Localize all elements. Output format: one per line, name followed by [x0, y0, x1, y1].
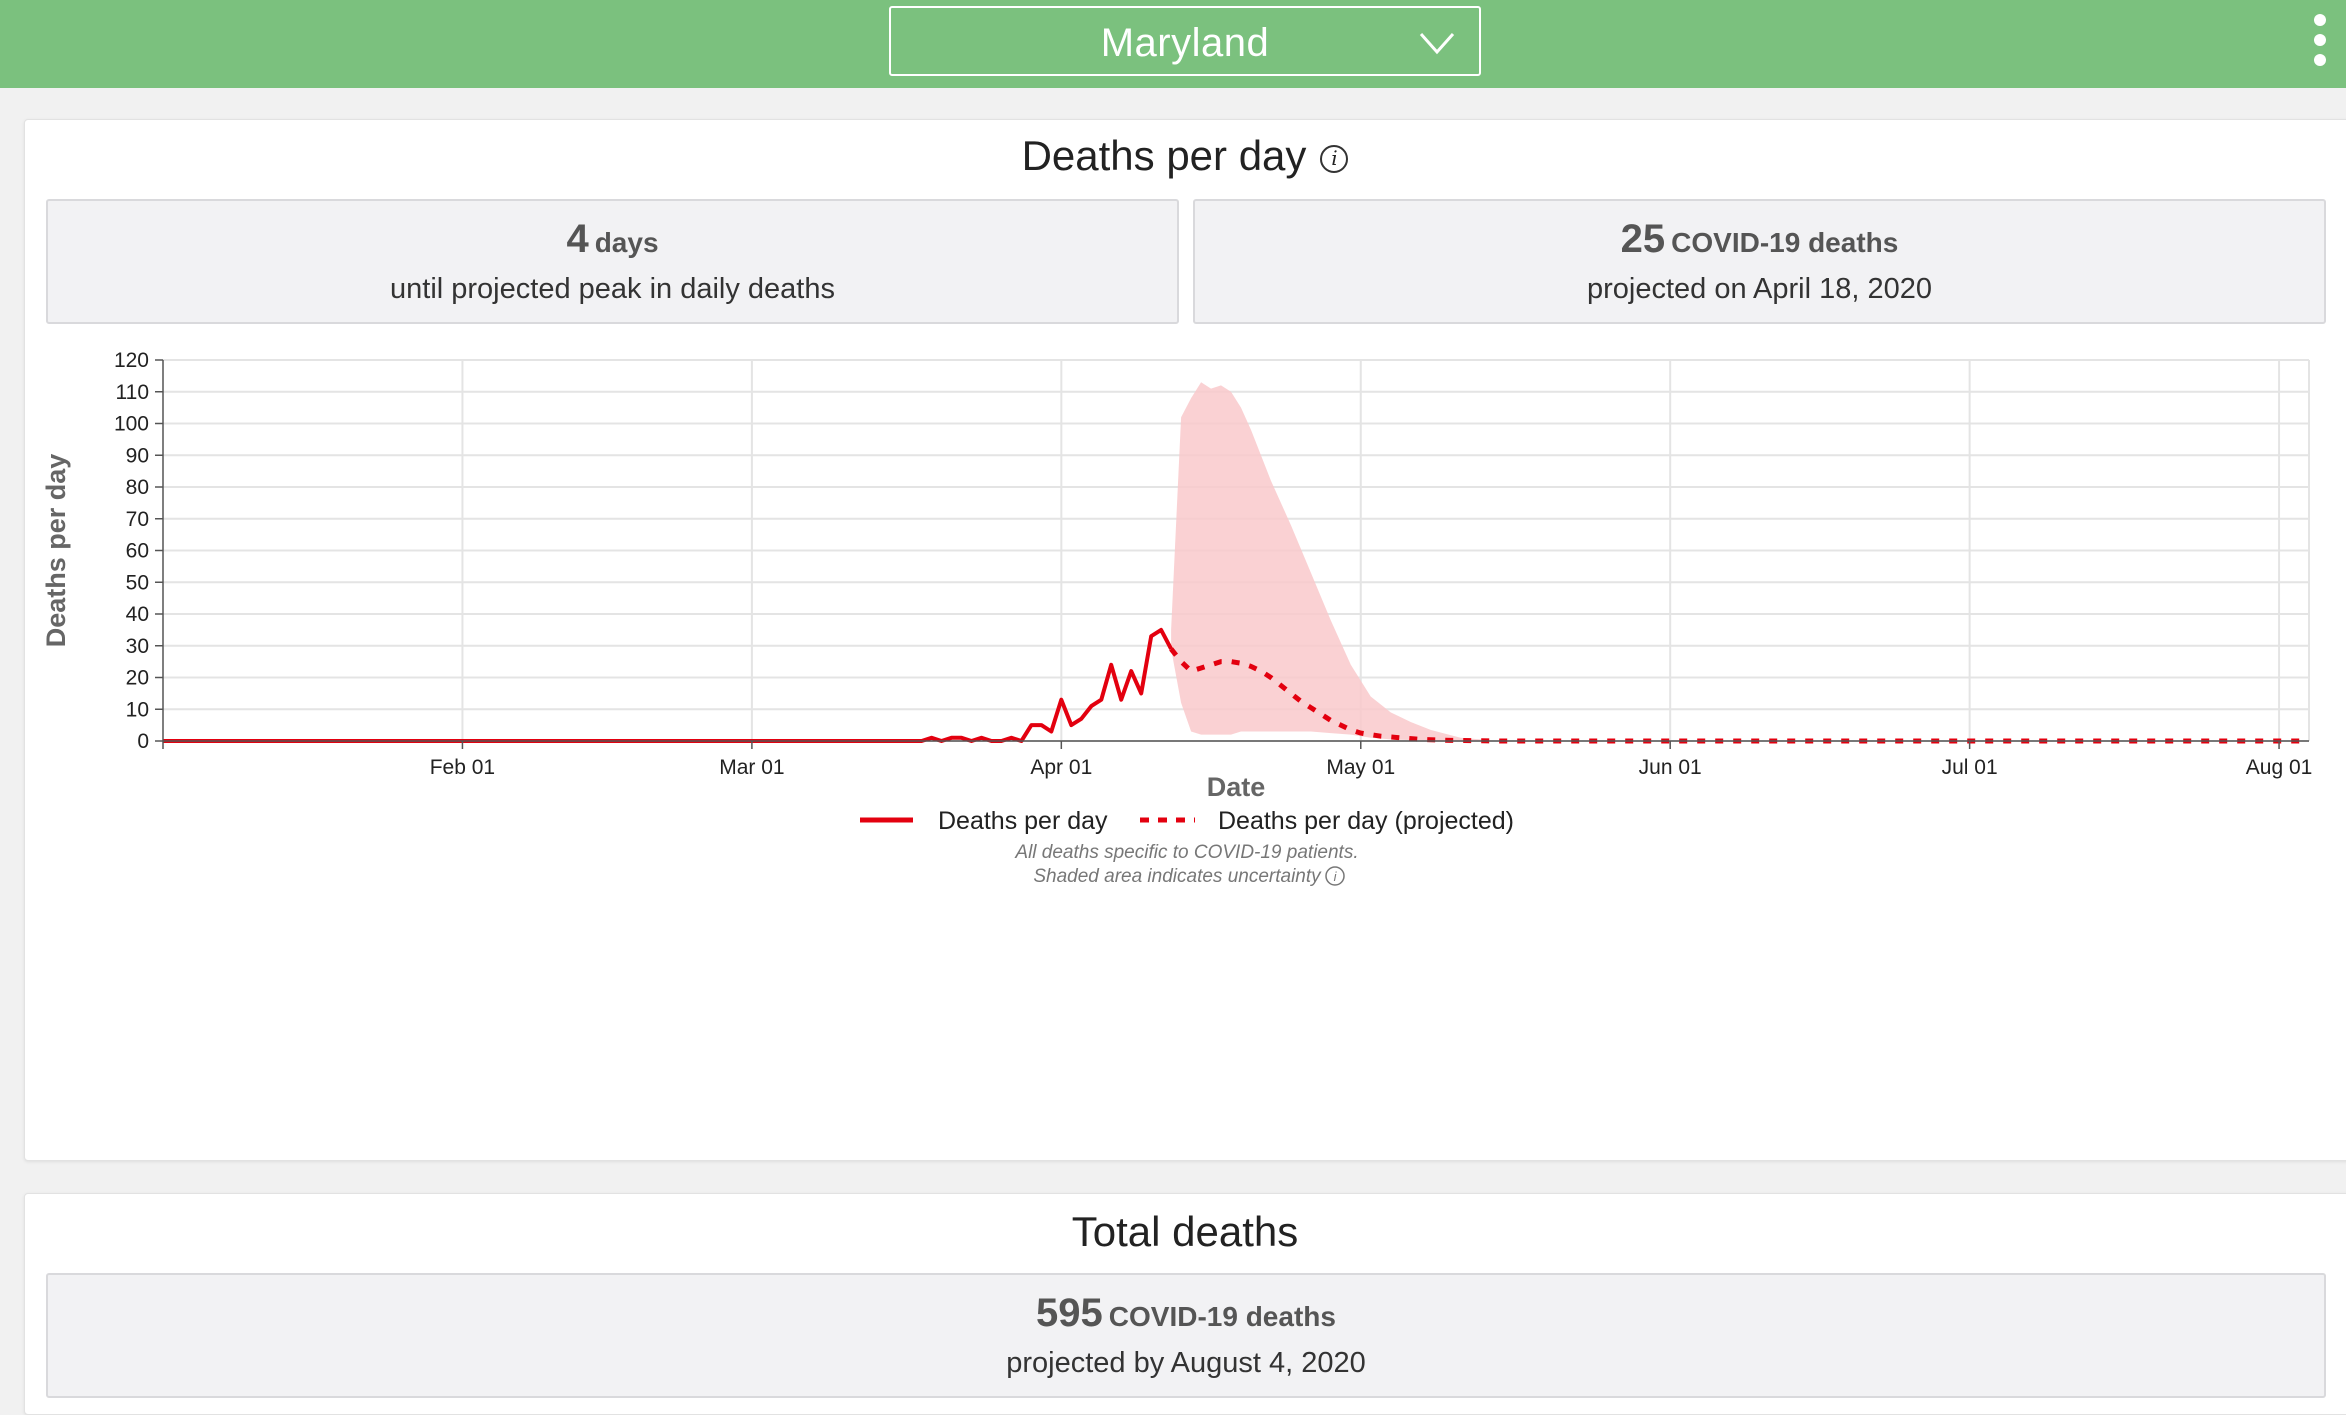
stat-caption: until projected peak in daily deaths [390, 273, 835, 305]
x-tick-label: May 01 [1326, 756, 1395, 779]
x-tick-label: Apr 01 [1030, 756, 1092, 779]
chevron-down-icon [1419, 33, 1455, 55]
peak-deaths-stat: 25 COVID-19 deaths projected on April 18,… [1193, 199, 2326, 324]
total-deaths-stat: 595 COVID-19 deaths projected by August 4… [46, 1273, 2326, 1398]
y-tick-label: 0 [137, 730, 149, 753]
stat-value: 595 [1036, 1291, 1103, 1335]
y-tick-label: 40 [126, 603, 149, 626]
peak-days-stat: 4 days until projected peak in daily deat… [46, 199, 1179, 324]
deaths-per-day-title: Deaths per day i [25, 132, 2345, 180]
stat-caption: projected by August 4, 2020 [1006, 1347, 1366, 1379]
series-line-deaths-per-day-projected [1169, 647, 2309, 744]
y-tick-label: 70 [126, 508, 149, 531]
chart-legend: Deaths per day Deaths per day (projected… [860, 807, 1514, 835]
info-icon[interactable]: i [1325, 866, 1345, 886]
x-axis-title: Date [1207, 772, 1266, 802]
y-tick-label: 80 [126, 476, 149, 499]
y-tick-label: 10 [126, 698, 149, 721]
y-tick-label: 20 [126, 667, 149, 690]
y-tick-label: 110 [116, 381, 149, 404]
legend-label-projected: Deaths per day (projected) [1218, 807, 1514, 835]
total-deaths-card: Total deaths 595 COVID-19 deaths projecte… [24, 1193, 2346, 1415]
series-line-deaths-per-day [163, 627, 1173, 743]
x-tick-label: Jul 01 [1942, 756, 1998, 779]
top-bar: Maryland [0, 0, 2346, 88]
y-tick-label: 60 [126, 540, 149, 563]
chart-axes: 0 10 20 30 40 50 60 70 80 90 100 110 120 Feb 01 Mar 01… [114, 349, 2312, 779]
x-tick-label: Feb 01 [430, 756, 495, 779]
deaths-per-day-chart: 0 10 20 30 40 50 60 70 80 90 100 110 120 Feb 01 Mar 01… [41, 349, 2312, 887]
legend-label-actual: Deaths per day [938, 807, 1108, 835]
state-dropdown-label: Maryland [1100, 21, 1270, 65]
y-tick-label: 100 [114, 413, 149, 436]
deaths-per-day-card: Deaths per day i 4 days until projected pe… [24, 119, 2346, 1161]
y-axis-title: Deaths per day [41, 454, 71, 648]
x-tick-label: Mar 01 [719, 756, 784, 779]
y-tick-label: 90 [126, 444, 149, 467]
chart-note: All deaths specific to COVID-19 patients… [1014, 842, 1358, 863]
svg-text:i: i [1334, 869, 1338, 884]
info-icon[interactable]: i [1320, 144, 1349, 173]
chart-note-uncertainty: Shaded area indicates uncertainty [1033, 866, 1322, 887]
stat-value: 25 [1620, 217, 1666, 261]
stat-caption: projected on April 18, 2020 [1586, 273, 1933, 305]
state-dropdown[interactable]: Maryland [889, 6, 1481, 76]
y-tick-label: 30 [126, 635, 149, 658]
y-tick-label: 50 [126, 571, 149, 594]
x-tick-label: Aug 01 [2246, 756, 2313, 779]
y-tick-label: 120 [114, 349, 149, 372]
x-tick-label: Jun 01 [1639, 756, 1702, 779]
uncertainty-band [1171, 382, 1501, 741]
total-deaths-title: Total deaths [1071, 1208, 1299, 1255]
stat-unit: COVID-19 deaths [1108, 1301, 1336, 1332]
more-vertical-icon[interactable] [2314, 14, 2326, 70]
stat-unit: days [594, 227, 659, 258]
stat-value: 4 [566, 217, 589, 261]
stat-unit: COVID-19 deaths [1671, 227, 1899, 258]
